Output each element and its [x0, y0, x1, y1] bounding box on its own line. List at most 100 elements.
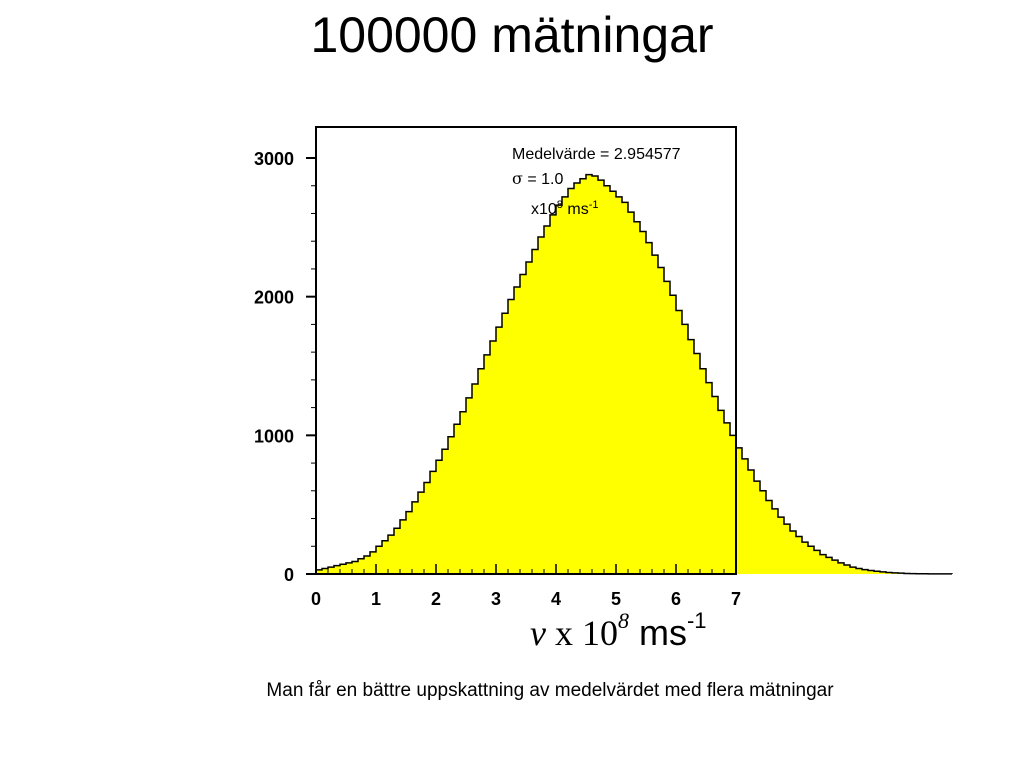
histogram-bar	[616, 196, 623, 574]
histogram-bar	[340, 564, 347, 574]
x-axis-variable: v	[530, 613, 546, 653]
histogram-bar	[424, 482, 431, 574]
histogram-bar	[862, 569, 869, 574]
histogram-bar	[730, 435, 737, 574]
histogram-bar	[736, 447, 743, 574]
histogram-bar	[412, 501, 419, 574]
histogram-bar	[496, 327, 503, 574]
histogram-bar	[712, 396, 719, 574]
histogram-bar	[604, 185, 611, 574]
histogram-bar	[394, 528, 401, 574]
y-tick-label: 3000	[254, 149, 294, 169]
histogram-bar	[706, 382, 713, 574]
histogram-bar	[646, 242, 653, 574]
histogram-bar	[568, 188, 575, 575]
histogram-bar	[580, 178, 587, 575]
histogram-bar	[754, 481, 761, 574]
x-tick-label: 7	[731, 589, 741, 609]
histogram-bar	[586, 174, 593, 574]
histogram-bar	[724, 422, 731, 574]
stats-sigma: σ = 1.0	[512, 169, 564, 188]
histogram-bar	[868, 570, 875, 574]
x-tick-label: 1	[371, 589, 381, 609]
histogram-outline	[315, 173, 953, 575]
histogram-bar	[376, 546, 383, 574]
x-tick-label: 3	[491, 589, 501, 609]
histogram-bar	[562, 196, 569, 574]
histogram-bar	[790, 531, 797, 574]
y-tick-label: 0	[284, 565, 294, 585]
x-tick-label: 4	[551, 589, 561, 609]
histogram-bar	[850, 567, 857, 574]
histogram-bar	[520, 274, 527, 574]
histogram-bar	[364, 555, 371, 574]
histogram-bar	[652, 255, 659, 575]
histogram-bar	[826, 557, 833, 574]
histogram-bar	[856, 568, 863, 574]
histogram-bar	[682, 324, 689, 574]
histogram-bar	[370, 551, 377, 574]
histogram-bar	[466, 397, 473, 574]
histogram-bar	[532, 249, 539, 574]
y-tick-label: 2000	[254, 288, 294, 308]
histogram-bar	[508, 299, 515, 574]
histogram-bar	[346, 562, 353, 574]
histogram-bar	[388, 535, 395, 574]
histogram-bar	[436, 460, 443, 574]
stats-unit: x108 ms-1	[531, 199, 598, 218]
histogram-bar	[838, 562, 845, 574]
histogram-bar	[400, 519, 407, 574]
sigma-symbol: σ	[512, 169, 523, 188]
histogram-bar	[802, 542, 809, 574]
histogram-bar	[628, 212, 635, 574]
histogram-bar	[742, 458, 749, 574]
stats-mean: Medelvärde = 2.954577	[512, 146, 681, 163]
slide-title: 100000 mätningar	[310, 7, 714, 63]
histogram-bar	[880, 571, 887, 574]
sigma-value: = 1.0	[523, 171, 564, 188]
histogram-bar	[688, 339, 695, 574]
histogram-bar	[322, 568, 329, 574]
histogram-bar	[574, 182, 581, 574]
histogram-bars	[316, 174, 953, 575]
histogram-bar	[796, 536, 803, 574]
x-tick-label: 6	[671, 589, 681, 609]
histogram-bar	[478, 368, 485, 574]
histogram-bar	[886, 572, 893, 574]
histogram-bar	[358, 558, 365, 574]
histogram-bar	[670, 295, 677, 574]
histogram-bar	[778, 517, 785, 574]
slide-caption: Man får en bättre uppskattning av medelv…	[266, 680, 834, 701]
histogram-bar	[550, 214, 557, 574]
histogram-bar	[766, 500, 773, 574]
histogram-bar	[598, 180, 605, 575]
y-tick-label: 1000	[254, 426, 294, 446]
histogram-bar	[592, 176, 599, 574]
histogram-bar	[664, 281, 671, 574]
histogram-bar	[760, 490, 767, 574]
histogram-bar	[772, 508, 779, 574]
histogram-bar	[334, 565, 341, 574]
histogram-bar	[316, 569, 323, 574]
stats-box: Medelvärde = 2.954577 σ = 1.0 x108 ms-1	[512, 146, 681, 218]
histogram-bar	[634, 221, 641, 574]
x-axis: 0 1 2 3 4 5 6 7	[311, 564, 741, 609]
histogram-bar	[808, 546, 815, 574]
histogram-bar	[430, 471, 437, 574]
histogram-bar	[448, 436, 455, 574]
x-tick-label: 5	[611, 589, 621, 609]
histogram-bar	[748, 470, 755, 574]
x-axis-label: v x 108 ms-1	[530, 608, 707, 653]
histogram-bar	[694, 353, 701, 574]
histogram-bar	[328, 567, 335, 574]
histogram-bar	[676, 310, 683, 574]
histogram-bar	[718, 410, 725, 574]
histogram-bar	[844, 564, 851, 574]
histogram-bar	[700, 368, 707, 574]
histogram-bar	[484, 354, 491, 574]
histogram-bar	[832, 560, 839, 574]
x-tick-label: 2	[431, 589, 441, 609]
histogram-bar	[502, 313, 509, 574]
histogram-bar	[814, 550, 821, 574]
